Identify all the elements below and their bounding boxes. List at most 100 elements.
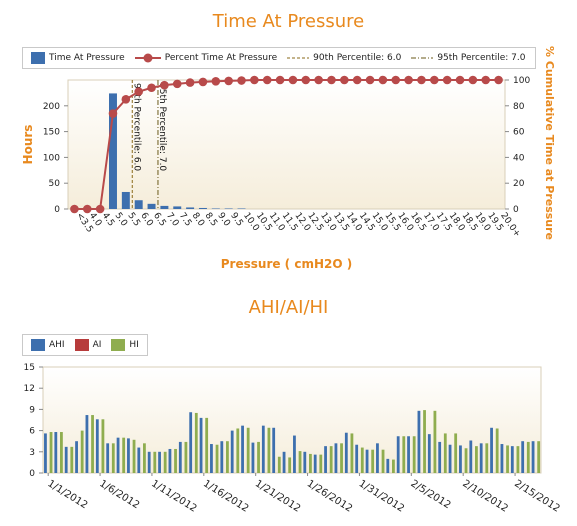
bar-hi [298, 451, 302, 473]
legend-label: AI [92, 340, 102, 350]
bar [173, 206, 182, 209]
percent-point [70, 204, 79, 214]
bar-ahi [500, 444, 504, 473]
y-tick-label: 6 [29, 427, 35, 437]
bar-ahi [44, 433, 47, 473]
bar-ahi [210, 444, 213, 473]
percentile-label: 95th Percentile: 7.0 [157, 83, 167, 171]
bar [121, 191, 130, 209]
bar-ahi [510, 446, 514, 473]
bar-hi [226, 441, 229, 473]
percent-point [442, 75, 452, 85]
x-tick-label: 9.5 [228, 211, 244, 228]
percent-point [352, 75, 362, 85]
bar-hi [443, 433, 447, 473]
legend-label: 90th Percentile: 6.0 [313, 53, 402, 63]
bar [224, 208, 233, 209]
y2-tick-label: 40 [513, 153, 525, 163]
bar-ahi [116, 437, 120, 473]
chart1-title: Time At Pressure [212, 11, 365, 32]
bar-ahi [64, 446, 68, 473]
percent-point [147, 83, 156, 93]
bar-ahi [75, 441, 78, 473]
percent-point [275, 75, 285, 85]
bar-ahi [272, 427, 276, 473]
x-tick-label: 1/21/2012 [253, 478, 302, 515]
bar-ahi [313, 454, 317, 473]
y2-tick-label: 0 [513, 205, 519, 215]
legend-item-ai: AI [74, 339, 102, 351]
y2-tick-label: 100 [513, 76, 530, 86]
legend-item-percent-time: Percent Time At Pressure [134, 52, 278, 64]
x-tick-label: 8.0 [190, 211, 207, 229]
percent-point [185, 78, 195, 87]
y-tick-label: 200 [43, 102, 60, 112]
percent-point [455, 75, 465, 85]
chart2-plot-area [42, 366, 542, 474]
legend-item-hi: HI [111, 339, 139, 351]
y-tick-label: 9 [29, 405, 35, 415]
x-tick-label: 7.0 [164, 211, 181, 229]
bar-ahi [469, 440, 473, 473]
bar-hi [371, 449, 375, 473]
bar-hi [309, 453, 312, 473]
percentile-label: 90th Percentile: 6.0 [131, 83, 141, 171]
bar-ahi [355, 444, 359, 473]
legend-label: Percent Time At Pressure [164, 53, 278, 63]
bar-hi [70, 446, 74, 473]
bar-hi [506, 445, 509, 473]
percent-point [198, 77, 208, 87]
legend-label: 95th Percentile: 7.0 [437, 53, 526, 63]
bar-ahi [106, 443, 110, 473]
bar-ahi [220, 441, 224, 473]
percent-point [224, 76, 233, 86]
x-tick-label: 7.5 [177, 211, 193, 228]
bar-hi [101, 419, 105, 473]
percent-point [378, 75, 388, 85]
x-tick-label: 6.5 [151, 211, 167, 228]
bar-hi [60, 432, 63, 473]
percent-point [288, 75, 298, 85]
y-tick-label: 3 [29, 448, 35, 458]
percent-point [108, 109, 118, 118]
bar-hi [163, 451, 167, 473]
bar-hi [288, 457, 292, 473]
legend-item-time-at-pressure: Time At Pressure [31, 52, 125, 64]
bar-hi [236, 428, 240, 473]
bar-hi [537, 441, 541, 473]
y2-tick-label: 20 [513, 179, 525, 189]
bar-ahi [199, 417, 203, 473]
percent-point [82, 204, 92, 214]
bar-hi [257, 441, 260, 473]
bar-ahi [438, 441, 442, 473]
bar-ahi [531, 441, 535, 473]
bar-ahi [376, 443, 379, 473]
chart2-title: AHI/AI/HI [248, 297, 329, 318]
bar-hi [277, 456, 281, 473]
percent-point [404, 75, 413, 85]
y2-tick-label: 60 [513, 128, 525, 138]
legend-swatch-ai [74, 339, 89, 351]
bar [109, 93, 117, 209]
bar-ahi [303, 451, 307, 473]
bar-hi [246, 427, 250, 473]
bar-ahi [417, 410, 421, 473]
bar-ahi [459, 445, 462, 473]
bar-hi [423, 410, 426, 473]
x-tick-label: 4.5 [100, 211, 116, 228]
bar-hi [350, 433, 354, 473]
bar-ahi [407, 436, 410, 473]
bar-ahi [230, 430, 234, 473]
bar [134, 200, 143, 209]
legend-swatch-ahi [31, 339, 45, 351]
y2-tick-label: 80 [513, 102, 525, 112]
x-tick-label: 1/16/2012 [201, 478, 250, 515]
bar-ahi [490, 427, 493, 473]
bar-hi [433, 410, 437, 473]
bar-hi [91, 415, 94, 473]
bar-ahi [241, 425, 244, 473]
bar-hi [454, 433, 458, 473]
bar-ahi [448, 444, 452, 473]
legend-swatch-hi [111, 339, 126, 351]
